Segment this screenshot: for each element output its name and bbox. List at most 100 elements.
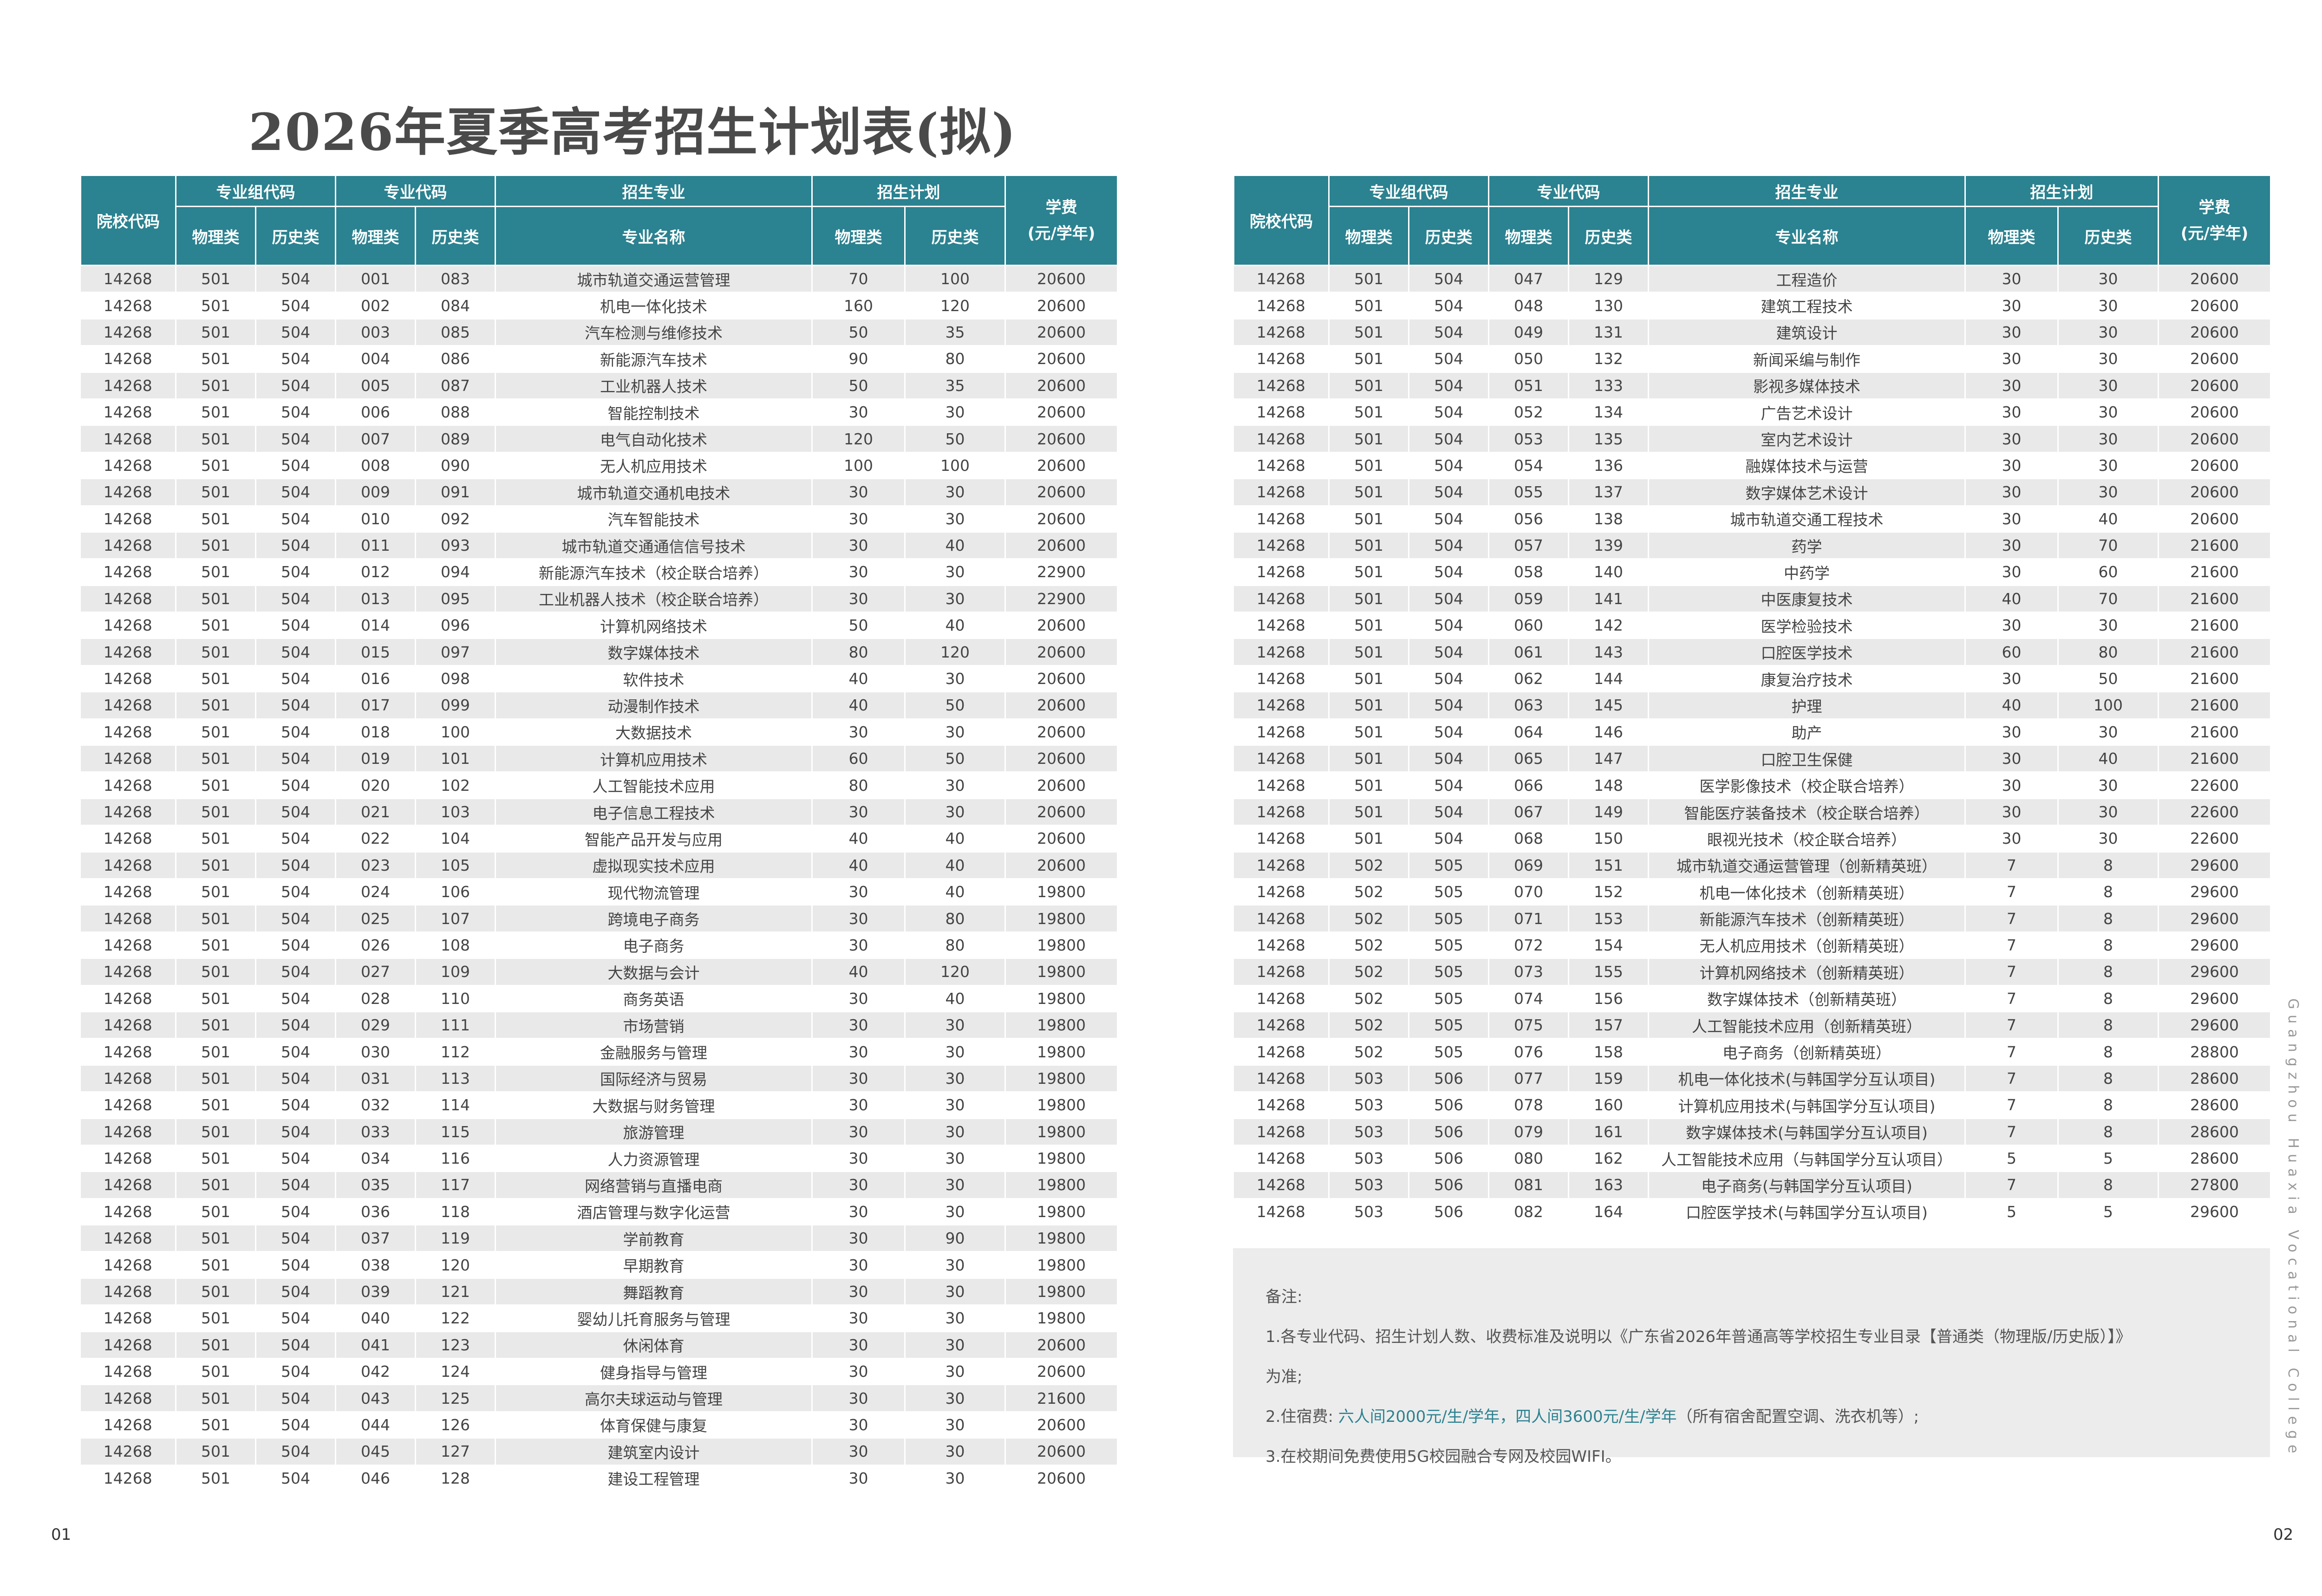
fee-cell: 20600 [1005, 1331, 1118, 1359]
school-code-cell: 14268 [1233, 798, 1330, 826]
plan-physics-cell: 30 [1965, 292, 2059, 319]
table-row: 14268 501 504 056 138 城市轨道交通工程技术 30 40 20600 [1233, 505, 2271, 533]
major-name-cell: 休闲体育 [495, 1331, 813, 1359]
table-row: 14268 501 504 036 118 酒店管理与数字化运营 30 30 19800 [80, 1198, 1118, 1226]
school-code-cell: 14268 [80, 692, 176, 719]
major-name-cell: 口腔医学技术 [1648, 638, 1966, 666]
school-code-cell: 14268 [80, 1278, 176, 1306]
school-code-cell: 14268 [80, 1065, 176, 1093]
group-physics-cell: 502 [1329, 905, 1409, 932]
major-name-cell: 软件技术 [495, 665, 813, 693]
school-code-cell: 14268 [80, 1331, 176, 1359]
header-physics: 物理类 [175, 206, 256, 266]
major-name-cell: 城市轨道交通通信信号技术 [495, 532, 813, 560]
plan-physics-cell: 30 [1965, 505, 2059, 533]
school-code-cell: 14268 [80, 1225, 176, 1252]
table-row: 14268 501 504 038 120 早期教育 30 30 19800 [80, 1251, 1118, 1279]
major-physics-cell: 056 [1488, 505, 1569, 533]
group-history-cell: 504 [255, 772, 336, 799]
plan-physics-cell: 60 [1965, 638, 2059, 666]
table-row: 14268 501 504 046 128 建设工程管理 30 30 20600 [80, 1465, 1118, 1492]
group-history-cell: 504 [255, 1358, 336, 1386]
fee-cell: 20600 [1005, 772, 1118, 799]
plan-physics-cell: 7 [1965, 985, 2059, 1012]
fee-cell: 21600 [2158, 585, 2271, 613]
group-physics-cell: 501 [176, 265, 256, 293]
plan-physics-cell: 5 [1965, 1198, 2059, 1226]
major-history-cell: 138 [1568, 505, 1649, 533]
major-physics-cell: 052 [1488, 398, 1569, 426]
plan-physics-cell: 30 [1965, 345, 2059, 373]
plan-physics-cell: 30 [812, 1011, 906, 1039]
plan-history-cell: 30 [905, 1305, 1006, 1332]
major-physics-cell: 034 [335, 1145, 416, 1173]
major-name-cell: 汽车智能技术 [495, 505, 813, 533]
major-history-cell: 121 [415, 1278, 496, 1306]
major-history-cell: 141 [1568, 585, 1649, 613]
group-history-cell: 504 [255, 665, 336, 693]
group-history-cell: 505 [1409, 1011, 1489, 1039]
major-history-cell: 101 [415, 745, 496, 773]
table-row: 14268 501 504 023 105 虚拟现实技术应用 40 40 20600 [80, 852, 1118, 879]
table-row: 14268 501 504 039 121 舞蹈教育 30 30 19800 [80, 1278, 1118, 1306]
plan-history-cell: 40 [2058, 505, 2159, 533]
table-row: 14268 501 504 024 106 现代物流管理 30 40 19800 [80, 878, 1118, 906]
group-physics-cell: 501 [176, 825, 256, 853]
table-row: 14268 501 504 019 101 计算机应用技术 60 50 20600 [80, 745, 1118, 773]
fee-cell: 19800 [1005, 1305, 1118, 1332]
group-physics-cell: 503 [1329, 1198, 1409, 1226]
major-physics-cell: 043 [335, 1385, 416, 1412]
group-history-cell: 504 [255, 985, 336, 1012]
group-physics-cell: 501 [176, 1092, 256, 1119]
plan-physics-cell: 40 [812, 692, 906, 719]
group-physics-cell: 501 [176, 985, 256, 1012]
major-physics-cell: 030 [335, 1038, 416, 1066]
school-code-cell: 14268 [80, 1438, 176, 1466]
header-school-code: 院校代码 [80, 175, 176, 266]
plan-history-cell: 30 [905, 505, 1006, 533]
group-physics-cell: 501 [176, 1331, 256, 1359]
school-code-cell: 14268 [1233, 772, 1330, 799]
group-history-cell: 504 [255, 1011, 336, 1039]
table-row: 14268 501 504 001 083 城市轨道交通运营管理 70 100 20600 [80, 265, 1118, 293]
group-history-cell: 504 [255, 745, 336, 773]
header-history: 历史类 [255, 206, 336, 266]
major-physics-cell: 064 [1488, 718, 1569, 746]
major-physics-cell: 066 [1488, 772, 1569, 799]
fee-cell: 19800 [1005, 1251, 1118, 1279]
major-name-cell: 电气自动化技术 [495, 425, 813, 453]
group-history-cell: 504 [255, 878, 336, 906]
group-history-cell: 504 [255, 905, 336, 932]
group-physics-cell: 501 [176, 345, 256, 373]
table-row: 14268 501 504 013 095 工业机器人技术（校企联合培养） 30 30 2290… [80, 585, 1118, 613]
plan-physics-cell: 30 [1965, 425, 2059, 453]
table-row: 14268 501 504 016 098 软件技术 40 30 20600 [80, 665, 1118, 693]
plan-physics-cell: 30 [1965, 532, 2059, 560]
fee-cell: 28800 [2158, 1038, 2271, 1066]
plan-physics-cell: 40 [812, 665, 906, 693]
group-history-cell: 505 [1409, 1038, 1489, 1066]
table-row: 14268 501 504 021 103 电子信息工程技术 30 30 20600 [80, 798, 1118, 826]
group-history-cell: 504 [255, 1411, 336, 1439]
major-name-cell: 学前教育 [495, 1225, 813, 1252]
group-history-cell: 504 [255, 1065, 336, 1093]
fee-cell: 19800 [1005, 1118, 1118, 1146]
plan-history-cell: 30 [905, 718, 1006, 746]
group-physics-cell: 501 [176, 559, 256, 586]
table-row: 14268 501 504 053 135 室内艺术设计 30 30 20600 [1233, 425, 2271, 453]
school-code-cell: 14268 [80, 1118, 176, 1146]
group-physics-cell: 503 [1329, 1092, 1409, 1119]
fee-cell: 19800 [1005, 1225, 1118, 1252]
plan-physics-cell: 7 [1965, 1118, 2059, 1146]
table-row: 14268 501 504 018 100 大数据技术 30 30 20600 [80, 718, 1118, 746]
major-history-cell: 146 [1568, 718, 1649, 746]
group-history-cell: 504 [1409, 398, 1489, 426]
table-row: 14268 501 504 068 150 眼视光技术（校企联合培养） 30 30 22600 [1233, 825, 2271, 853]
major-name-cell: 工业机器人技术（校企联合培养） [495, 585, 813, 613]
major-history-cell: 108 [415, 932, 496, 959]
group-history-cell: 504 [255, 1438, 336, 1466]
major-physics-cell: 051 [1488, 372, 1569, 399]
notes-box: 备注: 1.各专业代码、招生计划人数、收费标准及说明以《广东省2026年普通高等… [1233, 1248, 2270, 1466]
fee-cell: 19800 [1005, 1172, 1118, 1199]
plan-history-cell: 30 [905, 1172, 1006, 1199]
